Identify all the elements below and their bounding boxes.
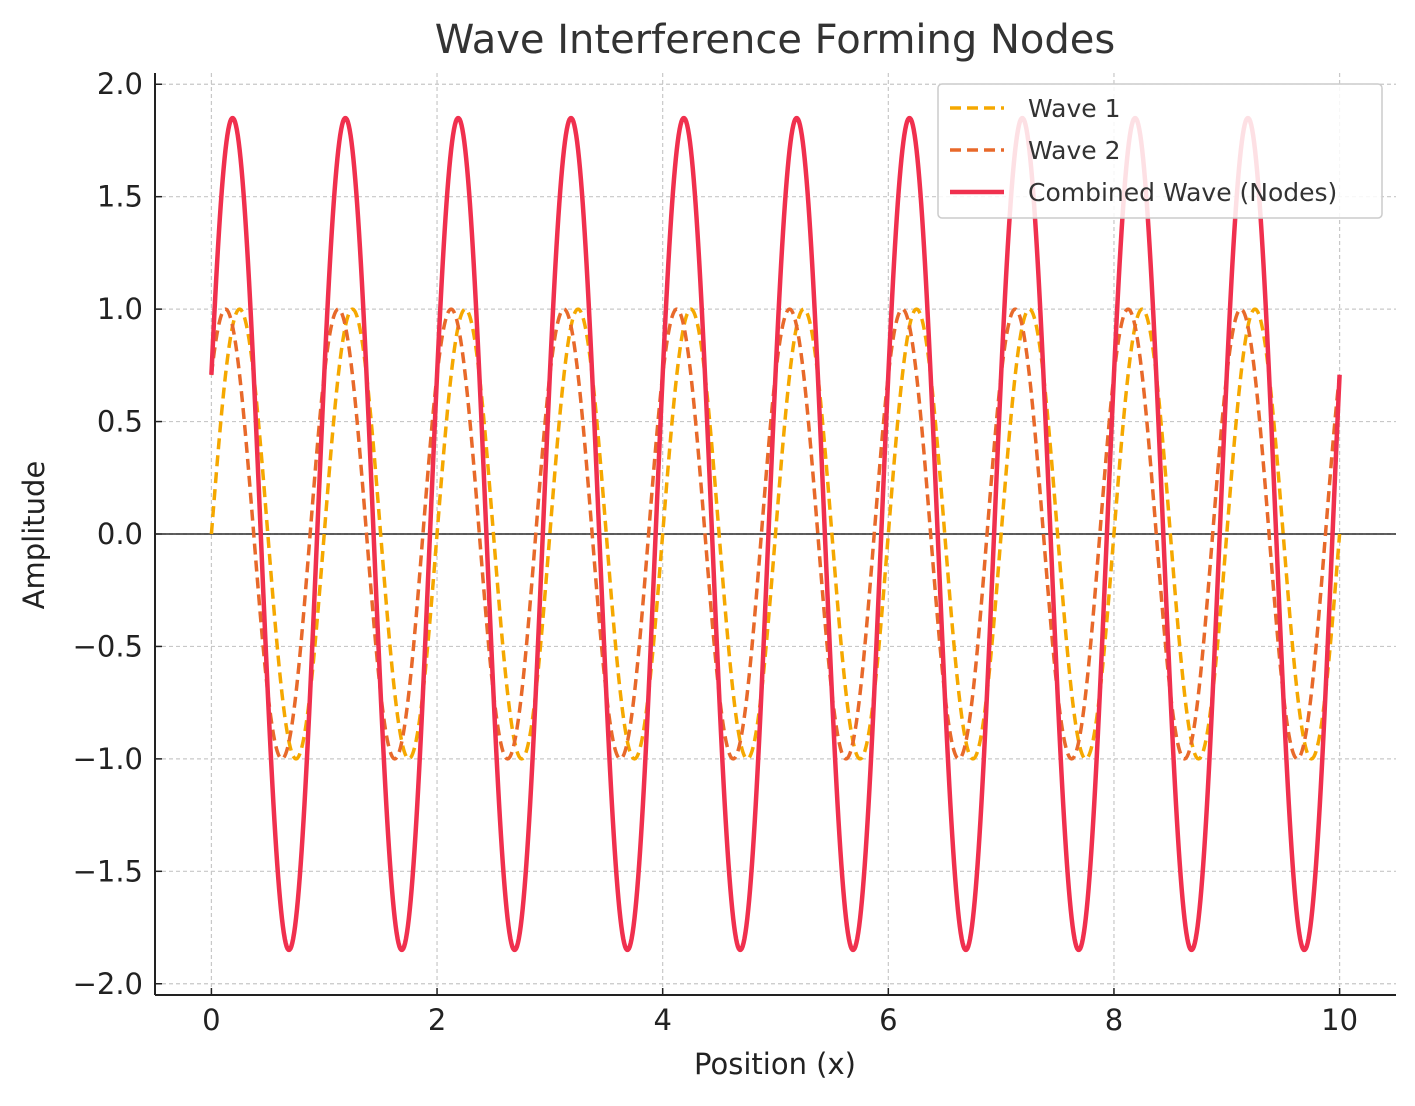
x-tick-label: 0 (202, 1003, 220, 1037)
legend-label-3: Combined Wave (Nodes) (1028, 178, 1337, 207)
y-tick-label: −1.5 (73, 854, 143, 888)
x-tick-label: 8 (1105, 1003, 1123, 1037)
series-layer (209, 115, 1342, 953)
y-tick-label: 0.0 (97, 517, 143, 551)
y-tick-label: −2.0 (73, 967, 143, 1001)
y-tick-label: −0.5 (73, 629, 143, 663)
y-tick-label: 1.5 (97, 180, 143, 214)
x-ticks: 0 2 4 6 8 10 (202, 988, 1358, 1037)
y-tick-label: 0.5 (97, 405, 143, 439)
chart-title: Wave Interference Forming Nodes (435, 17, 1116, 63)
series-line-1 (209, 307, 1342, 761)
legend-label-2: Wave 2 (1028, 136, 1120, 165)
y-tick-label: −1.0 (73, 742, 143, 776)
x-tick-label: 6 (879, 1003, 897, 1037)
legend: Wave 1 Wave 2 Combined Wave (Nodes) (937, 83, 1383, 219)
y-tick-label: 1.0 (97, 292, 143, 326)
x-tick-label: 4 (653, 1003, 671, 1037)
series-line-3 (209, 115, 1342, 953)
x-tick-label: 2 (428, 1003, 446, 1037)
legend-label-1: Wave 1 (1028, 94, 1120, 123)
y-tick-label: 2.0 (97, 67, 143, 101)
y-axis-label: Amplitude (17, 461, 51, 610)
legend-box (937, 83, 1383, 219)
y-ticks: 2.0 1.5 1.0 0.5 0.0 −0.5 −1.0 −1.5 −2.0 (73, 67, 162, 1001)
x-axis-label: Position (x) (694, 1047, 856, 1081)
x-tick-label: 10 (1321, 1003, 1358, 1037)
